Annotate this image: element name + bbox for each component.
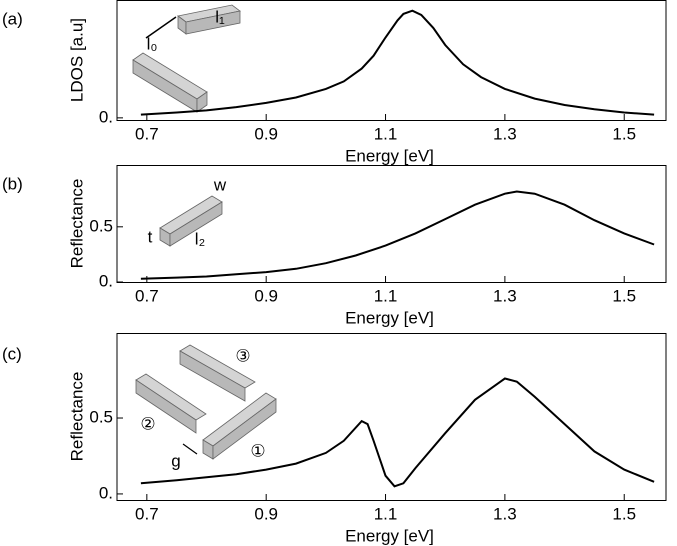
y-axis-label: LDOS [a.u] [67, 18, 86, 102]
x-tick-label: 1.3 [493, 124, 517, 143]
annotation: l₁ [215, 7, 225, 26]
x-tick-label: 0.7 [135, 504, 159, 523]
y-tick-label: 0. [99, 271, 113, 290]
x-axis-label: Energy [eV] [345, 146, 434, 165]
x-axis-label: Energy [eV] [345, 308, 434, 327]
annotation: ② [140, 414, 155, 433]
inset-b [160, 196, 222, 246]
x-tick-label: 0.9 [254, 286, 278, 305]
annotation: g [171, 451, 180, 470]
panel-label: (c) [2, 344, 22, 363]
panel-label: (a) [2, 9, 23, 28]
x-tick-label: 1.5 [612, 124, 636, 143]
page: (a) 0.7 0.9 1.1 1.3 1.5 0. Energy [eV] LDOS [a.u… [0, 0, 677, 546]
x-tick-label: 0.7 [135, 124, 159, 143]
annotation: ③ [235, 346, 250, 365]
annotation: w [213, 175, 227, 194]
x-tick-label: 1.5 [612, 504, 636, 523]
x-tick-label: 1.1 [374, 504, 398, 523]
y-tick-label: 0. [99, 107, 113, 126]
x-tick-label: 1.3 [493, 504, 517, 523]
x-axis-label: Energy [eV] [345, 526, 434, 545]
y-axis-label: Reflectance [67, 179, 86, 269]
annotation: l₀ [147, 34, 158, 53]
x-tick-label: 0.9 [254, 124, 278, 143]
x-tick-label: 1.5 [612, 286, 636, 305]
panel-label: (b) [2, 174, 23, 193]
x-tick-label: 0.9 [254, 504, 278, 523]
y-tick-label: 0.5 [89, 216, 113, 235]
annotation: t [148, 227, 153, 246]
y-tick-label: 0.5 [89, 408, 113, 427]
x-tick-label: 0.7 [135, 286, 159, 305]
x-tick-label: 1.1 [374, 124, 398, 143]
annotation: l₂ [195, 229, 205, 248]
x-tick-label: 1.1 [374, 286, 398, 305]
figure: (a) 0.7 0.9 1.1 1.3 1.5 0. Energy [eV] LDOS [a.u… [0, 0, 677, 546]
annotation: ① [250, 441, 265, 460]
y-axis-label: Reflectance [67, 372, 86, 462]
y-tick-label: 0. [99, 483, 113, 502]
arrow [183, 444, 197, 454]
x-tick-label: 1.3 [493, 286, 517, 305]
